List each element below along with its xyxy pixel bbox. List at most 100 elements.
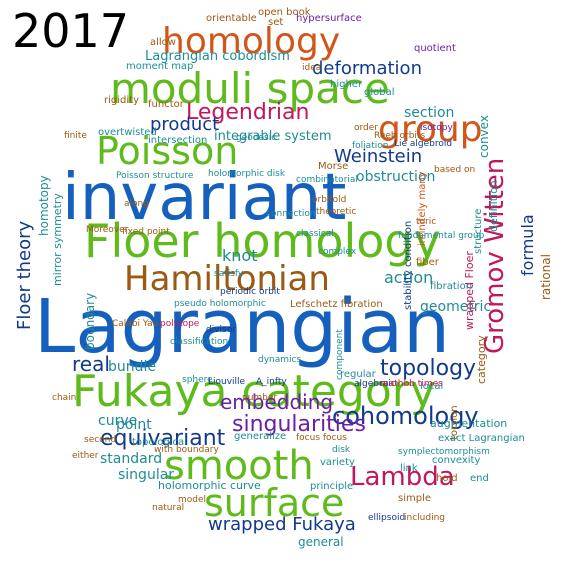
word-order: order bbox=[354, 123, 378, 133]
word-toric: toric bbox=[416, 217, 437, 227]
word-regular: regular bbox=[340, 369, 376, 380]
word-intersection: intersection bbox=[148, 135, 208, 146]
word-liouville: Liouville bbox=[208, 377, 246, 387]
word-foliation: foliation bbox=[352, 141, 389, 151]
word-fukaya-category: Fukaya category bbox=[72, 366, 436, 417]
word-embedding: embedding bbox=[220, 390, 334, 414]
word-combinatorial: combinatorial bbox=[296, 175, 358, 185]
word-chain: chain bbox=[52, 393, 77, 403]
word-mirror-symmetry: mirror symmetry bbox=[51, 193, 64, 286]
word-exact-lagrangian: exact Lagrangian bbox=[438, 433, 525, 444]
word-singular: singular bbox=[118, 467, 175, 483]
word-moment-map: moment map bbox=[126, 61, 194, 72]
word-invariant: invariant bbox=[62, 161, 347, 235]
word-obstruction: obstruction bbox=[356, 169, 436, 185]
word-focus-focus: focus focus bbox=[296, 433, 347, 443]
word-complex: complex bbox=[318, 247, 357, 257]
word-homology: homology bbox=[162, 21, 341, 62]
word-poisson: Poisson bbox=[96, 129, 239, 173]
word-variety: variety bbox=[320, 457, 355, 468]
word-lefschetz-fibration: Lefschetz fibration bbox=[290, 299, 383, 310]
word-rational: rational bbox=[539, 254, 553, 300]
word-rigidity: rigidity bbox=[104, 95, 139, 106]
word-finite: finite bbox=[64, 131, 87, 141]
word-general: general bbox=[298, 535, 344, 549]
word-product: product bbox=[150, 114, 220, 135]
word-moduli-space: moduli space bbox=[110, 64, 390, 113]
word-group: group bbox=[378, 109, 483, 150]
word-model: model bbox=[178, 495, 207, 505]
word-augmentation: augmentation bbox=[430, 417, 508, 430]
word-morse: Morse bbox=[318, 161, 349, 172]
word-convex: convex bbox=[477, 115, 491, 158]
word-floer-theory: Floer theory bbox=[14, 220, 35, 330]
word-second: second bbox=[84, 435, 117, 445]
word-a-infty: A_infty bbox=[256, 377, 287, 387]
word-homotopy: homotopy bbox=[37, 175, 51, 236]
word-simple: simple bbox=[398, 493, 432, 504]
word-higher: higher bbox=[330, 79, 363, 90]
word-fibration: fibration bbox=[430, 281, 473, 292]
word-knot: knot bbox=[222, 246, 258, 265]
word-poisson-structure: Poisson structure bbox=[116, 171, 194, 181]
word-holomorphic-curve: holomorphic curve bbox=[158, 479, 261, 492]
word-orbifold: orbifold bbox=[312, 195, 347, 205]
word-surface: surface bbox=[204, 481, 345, 525]
word-natural: natural bbox=[152, 503, 185, 513]
word-formula: formula bbox=[518, 214, 537, 276]
word-end: end bbox=[470, 473, 489, 484]
word-singularities: singularities bbox=[232, 412, 366, 437]
word-definition: definition bbox=[487, 180, 500, 232]
word-action: action bbox=[384, 268, 434, 287]
word-algebraic: algebraic bbox=[354, 379, 396, 389]
word-hypersurface: hypersurface bbox=[296, 13, 362, 24]
word-category: category bbox=[475, 335, 488, 384]
word-connection: connection bbox=[266, 209, 316, 219]
word-weinstein: Weinstein bbox=[334, 146, 423, 167]
word-generalize: generalize bbox=[234, 431, 287, 442]
word-lambda: Lambda bbox=[350, 462, 455, 492]
word-link: link bbox=[400, 463, 418, 474]
word-classical: classical bbox=[296, 229, 334, 239]
word-disk: disk bbox=[332, 445, 351, 455]
word-legendrian: Legendrian bbox=[186, 100, 310, 125]
word-divisor: divisor bbox=[206, 325, 236, 335]
word-geodesic: geodesic bbox=[236, 133, 277, 143]
word-holomorphic-disk: holomorphic disk bbox=[208, 169, 286, 179]
word-point: point bbox=[116, 417, 152, 433]
word-polytope: polytope bbox=[160, 319, 200, 329]
word-smooth: smooth bbox=[164, 443, 314, 489]
word-calabi-yau: Calabi Yau bbox=[112, 319, 159, 329]
word-hamiltonian: Hamiltonian bbox=[124, 259, 330, 299]
word-symplectomorphism: symplectomorphism bbox=[398, 447, 490, 457]
word-floer-homology: Floer homology bbox=[84, 214, 441, 268]
word-geometric: geometric bbox=[420, 299, 492, 315]
word-equivariant: equivariant bbox=[100, 426, 226, 451]
word-mathbb-times: mathbb times bbox=[380, 379, 443, 389]
word-ellipsoid: ellipsoid bbox=[368, 513, 406, 523]
year-label: 2017 bbox=[12, 4, 130, 58]
word-either: either bbox=[72, 451, 99, 461]
word-section: section bbox=[404, 105, 455, 121]
word-isotopy: isotopy bbox=[420, 123, 453, 133]
word-real: real bbox=[72, 352, 110, 376]
word-topological: topological bbox=[132, 437, 187, 448]
word-along: along bbox=[124, 199, 149, 209]
word-convexity: convexity bbox=[432, 455, 481, 466]
word-standard: standard bbox=[100, 451, 163, 467]
word-global: global bbox=[364, 87, 395, 98]
word-topology: topology bbox=[380, 356, 477, 381]
word-lagrangian: Lagrangian bbox=[34, 284, 450, 370]
word-number: number bbox=[242, 393, 278, 403]
word-deformation: deformation bbox=[312, 58, 422, 79]
word-wrapped-fukaya: wrapped Fukaya bbox=[208, 514, 356, 535]
word-dynamics: dynamics bbox=[258, 355, 302, 365]
word-lie-algebroid: Lie algebroid bbox=[394, 139, 453, 149]
word-periodic-orbit: periodic orbit bbox=[220, 287, 280, 297]
word-orientable: orientable bbox=[206, 13, 257, 24]
word-integrable-system: integrable system bbox=[214, 129, 332, 144]
word-cohomology: cohomology bbox=[332, 402, 479, 430]
word-theoretic: theoretic bbox=[316, 207, 357, 217]
word-overtwisted: overtwisted bbox=[98, 127, 157, 138]
